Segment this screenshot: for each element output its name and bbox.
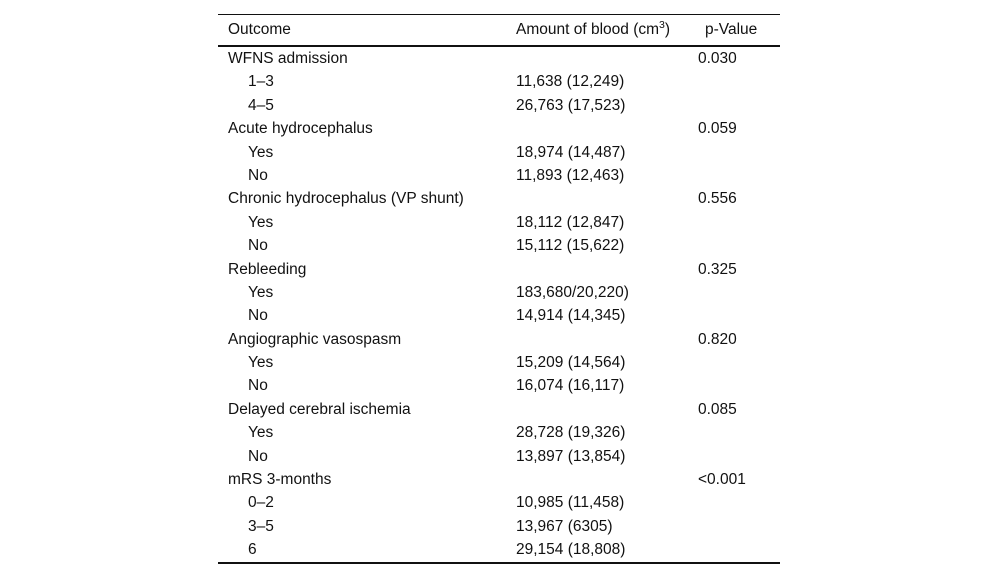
table-row: Acute hydrocephalus 0.059 (218, 117, 780, 140)
row-label: mRS 3-months (228, 471, 332, 489)
row-label: 6 (248, 541, 257, 559)
table-row: 6 29,154 (18,808) (218, 538, 780, 561)
row-amount: 26,763 (17,523) (516, 96, 626, 114)
table-row: mRS 3-months <0.001 (218, 468, 780, 491)
table-row: No 11,893 (12,463) (218, 164, 780, 187)
row-pvalue: <0.001 (698, 471, 746, 489)
row-amount: 14,914 (14,345) (516, 307, 626, 325)
row-amount: 10,985 (11,458) (516, 494, 625, 512)
outcomes-table: Outcome Amount of blood (cm3) p-Value WF… (218, 14, 780, 564)
table-row: 1–3 11,638 (12,249) (218, 70, 780, 93)
table-body: WFNS admission 0.030 1–3 11,638 (12,249)… (218, 47, 780, 562)
row-label: Yes (248, 213, 274, 231)
row-label: 4–5 (248, 96, 274, 114)
amount-header-text: Amount of blood (cm (516, 21, 660, 38)
row-label: 0–2 (248, 494, 274, 512)
row-label: 1–3 (248, 73, 274, 91)
row-label: No (248, 166, 268, 184)
row-amount: 15,209 (14,564) (516, 354, 626, 372)
row-label: Angiographic vasospasm (228, 330, 402, 348)
row-label: Acute hydrocephalus (228, 120, 373, 138)
row-pvalue: 0.325 (698, 260, 737, 278)
column-header-pvalue: p-Value (705, 21, 758, 38)
row-pvalue: 0.030 (698, 50, 737, 67)
row-label: Yes (248, 424, 274, 442)
table-row: No 16,074 (16,117) (218, 374, 780, 397)
row-amount: 18,974 (14,487) (516, 143, 626, 161)
row-label: Rebleeding (228, 260, 307, 278)
row-label: No (248, 447, 268, 465)
amount-header-superscript: 3 (659, 18, 665, 31)
table-row: 0–2 10,985 (11,458) (218, 491, 780, 514)
table-row: Yes 28,728 (19,326) (218, 421, 780, 444)
table-row: Angiographic vasospasm 0.820 (218, 328, 780, 351)
row-amount: 18,112 (12,847) (516, 213, 625, 231)
table-row: 4–5 26,763 (17,523) (218, 94, 780, 117)
row-label: Yes (248, 283, 274, 301)
row-amount: 16,074 (16,117) (516, 377, 625, 395)
row-label: Delayed cerebral ischemia (228, 400, 411, 418)
row-amount: 13,897 (13,854) (516, 447, 626, 465)
row-amount: 13,967 (6305) (516, 517, 613, 535)
row-label: No (248, 377, 268, 395)
row-pvalue: 0.059 (698, 120, 737, 138)
row-label: WFNS admission (228, 50, 348, 67)
row-label: Yes (248, 143, 274, 161)
row-amount: 11,638 (12,249) (516, 73, 625, 91)
table-row: Yes 183,680/20,220) (218, 281, 780, 304)
row-amount: 15,112 (15,622) (516, 237, 625, 255)
table-header-row: Outcome Amount of blood (cm3) p-Value (218, 15, 780, 47)
table-row: Yes 15,209 (14,564) (218, 351, 780, 374)
amount-header-close-paren: ) (664, 21, 671, 38)
table-row: No 13,897 (13,854) (218, 445, 780, 468)
column-header-outcome: Outcome (228, 21, 291, 38)
row-pvalue: 0.085 (698, 400, 737, 418)
row-label: Chronic hydrocephalus (VP shunt) (228, 190, 464, 208)
row-label: No (248, 237, 268, 255)
table-row: Rebleeding 0.325 (218, 258, 780, 281)
row-label: 3–5 (248, 517, 274, 535)
column-header-amount: Amount of blood (cm3) (516, 18, 698, 39)
row-label: No (248, 307, 268, 325)
row-amount: 28,728 (19,326) (516, 424, 626, 442)
row-amount: 11,893 (12,463) (516, 166, 625, 184)
row-label: Yes (248, 354, 274, 372)
row-amount: 183,680/20,220) (516, 283, 629, 301)
table-row: WFNS admission 0.030 (218, 47, 780, 70)
table-row: Yes 18,974 (14,487) (218, 141, 780, 164)
table-row: 3–5 13,967 (6305) (218, 515, 780, 538)
row-amount: 29,154 (18,808) (516, 541, 626, 559)
table-row: No 14,914 (14,345) (218, 304, 780, 327)
row-pvalue: 0.820 (698, 330, 737, 348)
row-pvalue: 0.556 (698, 190, 737, 208)
table-row: Chronic hydrocephalus (VP shunt) 0.556 (218, 187, 780, 210)
table-row: No 15,112 (15,622) (218, 234, 780, 257)
table-row: Delayed cerebral ischemia 0.085 (218, 398, 780, 421)
table-row: Yes 18,112 (12,847) (218, 211, 780, 234)
